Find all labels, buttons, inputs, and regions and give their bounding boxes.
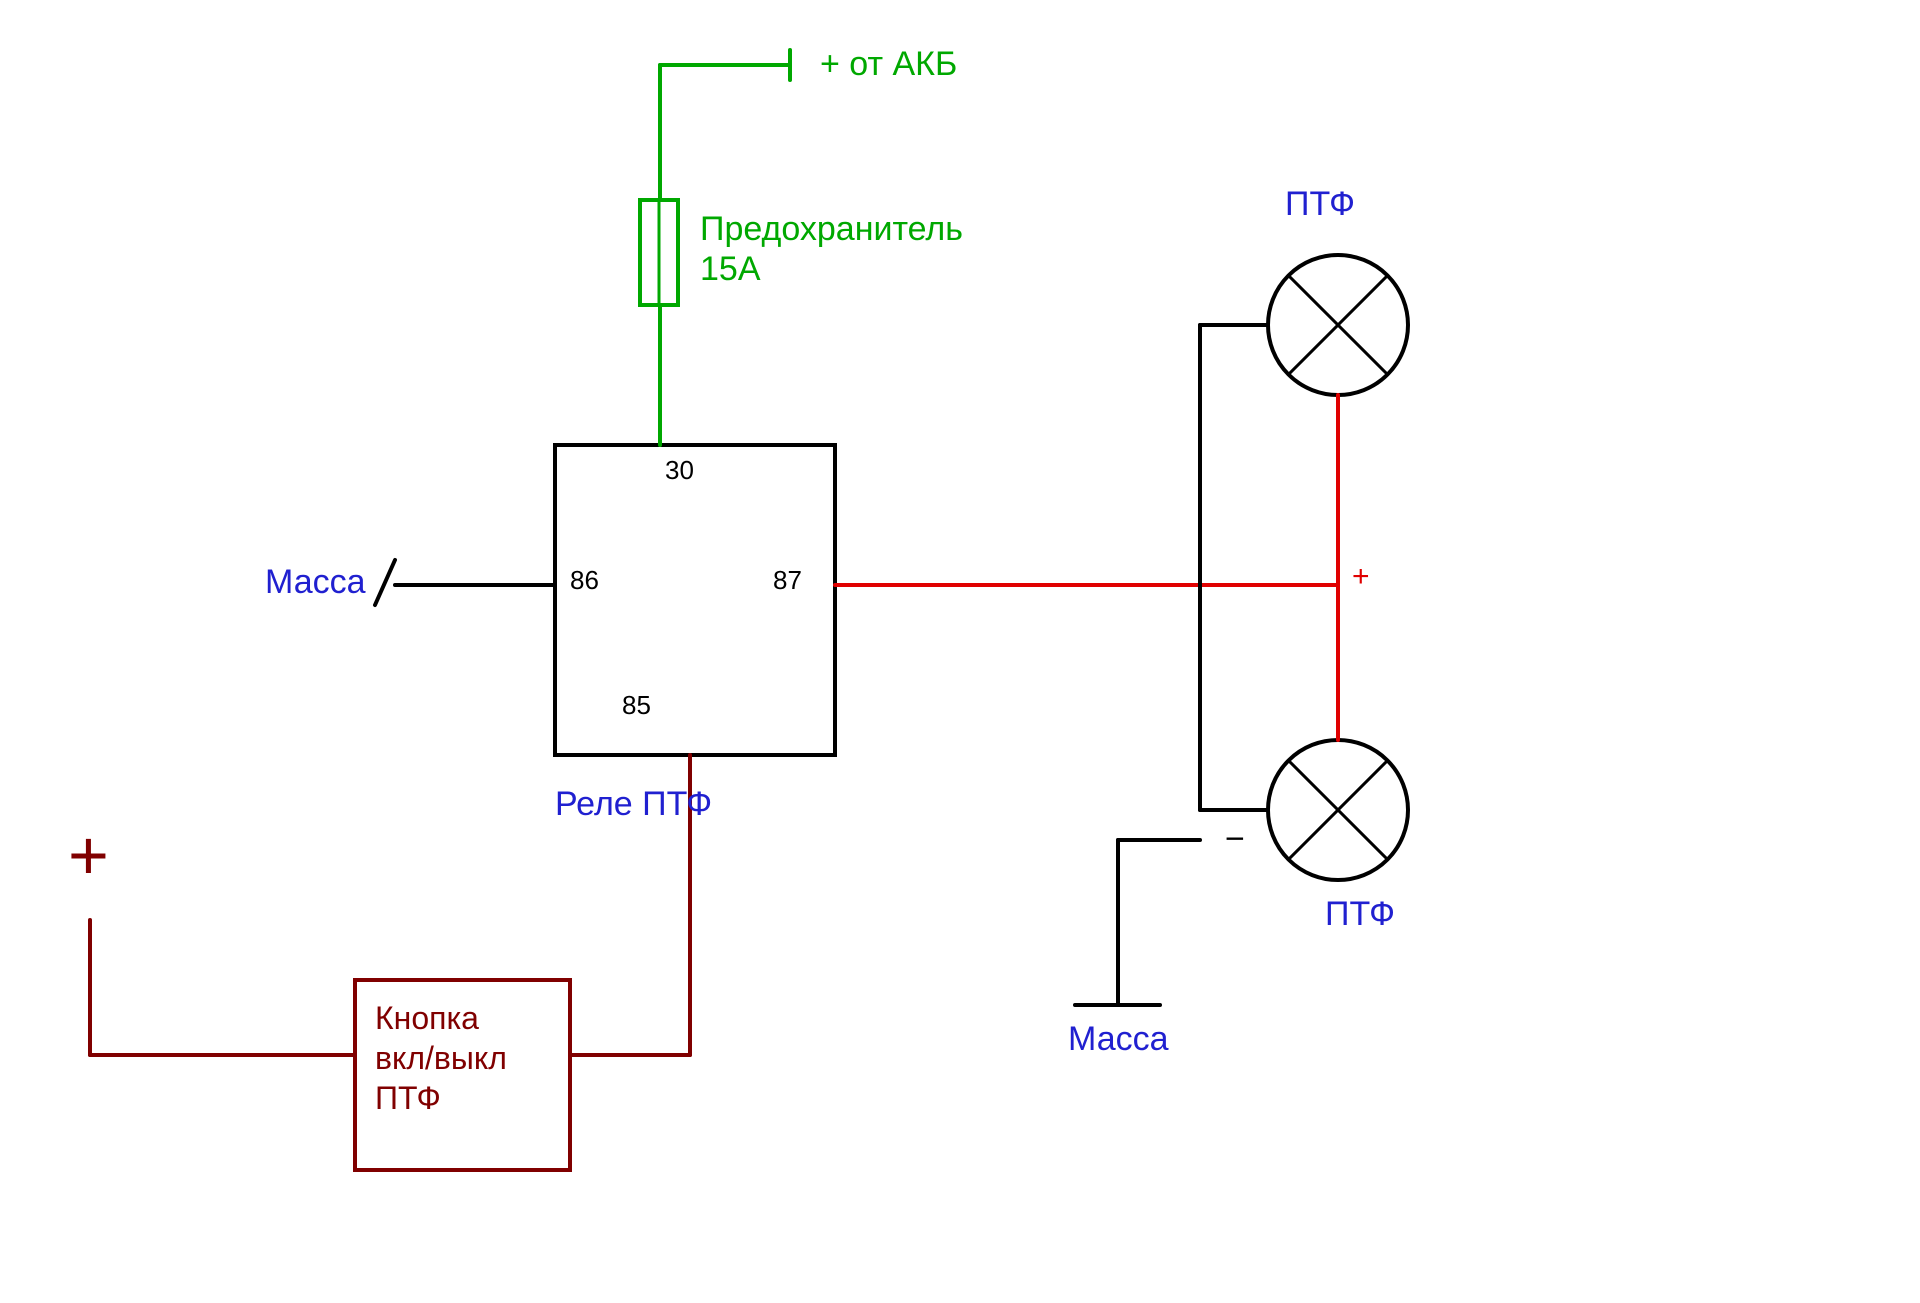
- label-battery-plus: + от АКБ: [820, 45, 957, 84]
- label-ptf-bottom: ПТФ: [1325, 895, 1395, 934]
- label-ground-right: Масса: [1068, 1020, 1169, 1059]
- label-pin-87: 87: [773, 565, 802, 596]
- label-minus: −: [1225, 820, 1245, 859]
- label-fuse-1: Предохранитель: [700, 210, 963, 249]
- label-pin-30: 30: [665, 455, 694, 486]
- label-fuse-2: 15А: [700, 250, 761, 289]
- label-ptf-top: ПТФ: [1285, 185, 1355, 224]
- label-ground-left: Масса: [265, 563, 366, 602]
- label-pin-85: 85: [622, 690, 651, 721]
- label-plus-small: +: [1352, 560, 1370, 594]
- label-plus-big: +: [68, 815, 109, 895]
- relay-box: [555, 445, 835, 755]
- label-pin-86: 86: [570, 565, 599, 596]
- circuit-diagram: [0, 0, 1920, 1303]
- label-switch-1: Кнопка: [375, 1000, 479, 1037]
- label-relay: Реле ПТФ: [555, 785, 712, 824]
- label-switch-3: ПТФ: [375, 1080, 441, 1117]
- label-switch-2: вкл/выкл: [375, 1040, 507, 1077]
- wire-5: [375, 560, 395, 605]
